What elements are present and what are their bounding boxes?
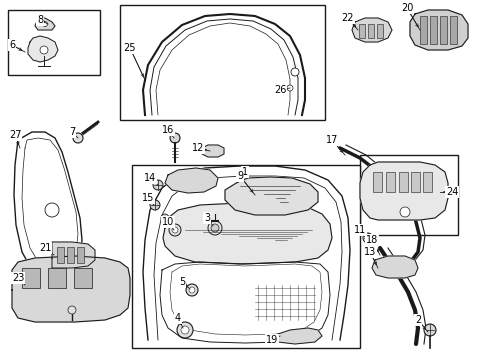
Text: 1: 1 [242,167,247,177]
Text: 4: 4 [175,313,181,323]
Text: 27: 27 [9,130,21,140]
Bar [358,24,364,38]
Text: 13: 13 [363,247,375,257]
Polygon shape [224,177,317,215]
Text: 20: 20 [400,3,412,13]
Polygon shape [202,145,224,157]
Text: 26: 26 [273,85,285,95]
Circle shape [170,133,180,143]
Circle shape [185,284,198,296]
Text: 8: 8 [37,15,43,25]
Text: 9: 9 [237,171,243,181]
Polygon shape [271,328,321,344]
Text: 17: 17 [325,135,338,145]
Bar [429,16,436,44]
Circle shape [150,200,160,210]
Circle shape [161,214,169,222]
Bar [410,172,419,192]
Bar [67,247,74,263]
Circle shape [45,203,59,217]
Circle shape [181,326,189,334]
Text: 25: 25 [123,43,136,53]
Text: 12: 12 [191,143,204,153]
Circle shape [286,85,292,91]
Bar [57,247,64,263]
Bar [398,172,407,192]
Polygon shape [371,256,417,278]
Text: 10: 10 [162,217,174,227]
Bar [8,10,100,75]
Circle shape [172,227,178,233]
Polygon shape [164,168,218,193]
Text: 15: 15 [142,193,154,203]
Bar [449,16,456,44]
Polygon shape [28,36,58,62]
Polygon shape [52,242,95,268]
Bar [22,268,40,288]
Circle shape [399,207,409,217]
Text: 23: 23 [12,273,24,283]
Bar [385,172,394,192]
Bar [48,268,66,288]
Polygon shape [12,256,130,322]
Bar [74,268,92,288]
Polygon shape [351,18,391,42]
Polygon shape [409,10,467,50]
Polygon shape [163,203,331,264]
Text: 14: 14 [143,173,156,183]
Bar [132,165,359,348]
Circle shape [68,306,76,314]
Polygon shape [359,162,447,220]
Circle shape [177,322,193,338]
Circle shape [210,224,219,232]
Text: 3: 3 [203,213,210,223]
Bar [77,247,84,263]
Text: 22: 22 [341,13,353,23]
Bar [439,16,446,44]
Bar [367,24,373,38]
Text: 24: 24 [445,187,457,197]
Text: 21: 21 [39,243,51,253]
Bar [422,172,431,192]
Circle shape [290,68,298,76]
Bar [120,5,325,120]
Circle shape [423,324,435,336]
Text: 5: 5 [179,277,185,287]
Circle shape [153,180,163,190]
Circle shape [73,133,83,143]
Circle shape [40,46,48,54]
Circle shape [42,22,47,27]
Text: 18: 18 [365,235,377,245]
Text: 19: 19 [265,335,278,345]
Bar [419,16,426,44]
Polygon shape [35,18,55,30]
Bar [359,155,457,235]
Bar [376,24,382,38]
Text: 16: 16 [162,125,174,135]
Circle shape [362,233,372,243]
Text: 2: 2 [414,315,420,325]
Text: 7: 7 [69,127,75,137]
Text: 6: 6 [9,40,15,50]
Circle shape [189,287,195,293]
Bar [372,172,381,192]
Circle shape [169,224,181,236]
Text: 11: 11 [353,225,366,235]
Circle shape [207,221,222,235]
